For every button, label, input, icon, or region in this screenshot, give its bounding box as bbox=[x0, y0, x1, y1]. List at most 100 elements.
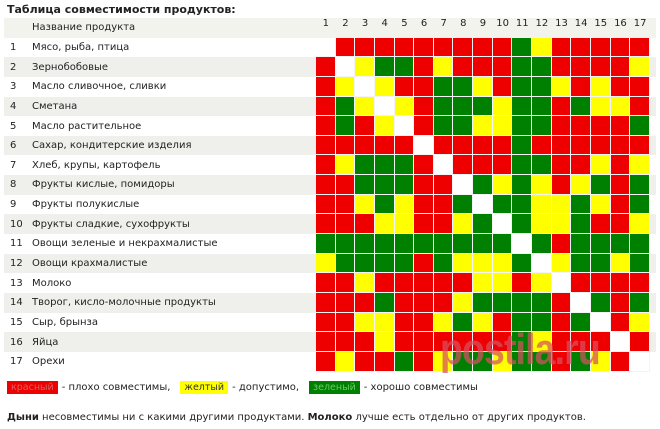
compatibility-cell bbox=[610, 332, 631, 352]
compatibility-cell bbox=[453, 312, 474, 333]
table-row: 14 Творог, кисло-молочные продукты bbox=[4, 292, 656, 313]
row-number: 5 bbox=[10, 120, 17, 132]
compatibility-cell bbox=[630, 234, 650, 254]
legend-swatch: красный bbox=[7, 381, 58, 394]
compatibility-cell bbox=[551, 253, 572, 274]
compatibility-cell bbox=[610, 96, 631, 117]
compatibility-cell bbox=[394, 292, 415, 313]
compatibility-cell bbox=[335, 135, 356, 156]
product-name: Фрукты кислые, помидоры bbox=[32, 179, 175, 191]
compatibility-cell bbox=[473, 135, 493, 156]
compatibility-cell bbox=[571, 351, 591, 372]
table-row: 6 Сахар, кондитерские изделия bbox=[4, 135, 656, 156]
compatibility-cell bbox=[335, 57, 356, 77]
compatibility-cell bbox=[551, 273, 572, 293]
compatibility-cell bbox=[433, 273, 454, 293]
compatibility-cell bbox=[610, 292, 631, 313]
compatibility-cell bbox=[590, 175, 611, 195]
note-bold-milk: Молоко bbox=[307, 412, 353, 423]
compatibility-cell bbox=[610, 175, 631, 195]
compatibility-cell bbox=[316, 332, 336, 352]
legend-description: - допустимо, bbox=[232, 382, 300, 393]
row-number: 16 bbox=[10, 336, 23, 348]
compatibility-cell bbox=[316, 155, 336, 176]
compatibility-cell bbox=[492, 194, 513, 215]
column-header: 16 bbox=[614, 18, 627, 29]
compatibility-cell bbox=[433, 116, 454, 136]
compatibility-cell bbox=[316, 135, 336, 156]
compatibility-cell bbox=[610, 155, 631, 176]
compatibility-cell bbox=[512, 96, 533, 117]
row-cells bbox=[316, 96, 650, 117]
compatibility-cell bbox=[512, 57, 533, 77]
compatibility-cell bbox=[355, 234, 375, 254]
row-cells bbox=[316, 76, 650, 97]
compatibility-cell bbox=[571, 214, 591, 235]
column-header: 12 bbox=[535, 18, 549, 29]
row-cells bbox=[316, 37, 650, 58]
compatibility-cell bbox=[355, 175, 375, 195]
compatibility-cell bbox=[551, 57, 572, 77]
compatibility-cell bbox=[630, 116, 650, 136]
header-product-name: Название продукта bbox=[32, 22, 136, 34]
row-cells bbox=[316, 116, 650, 136]
compatibility-cell bbox=[394, 116, 415, 136]
compatibility-cell bbox=[433, 175, 454, 195]
compatibility-cell bbox=[473, 351, 493, 372]
compatibility-cell bbox=[551, 332, 572, 352]
row-cells bbox=[316, 135, 650, 156]
watermark-logo: postila.ru bbox=[440, 325, 601, 374]
product-name: Сыр, брынза bbox=[32, 316, 98, 328]
compatibility-cell bbox=[630, 155, 650, 176]
compatibility-cell bbox=[571, 332, 591, 352]
compatibility-cell bbox=[590, 116, 611, 136]
column-header: 6 bbox=[420, 18, 428, 29]
product-name: Фрукты полукислые bbox=[32, 199, 140, 211]
compatibility-cell bbox=[551, 155, 572, 176]
compatibility-cell bbox=[335, 194, 356, 215]
compatibility-cell bbox=[512, 273, 533, 293]
compatibility-cell bbox=[492, 312, 513, 333]
row-number: 7 bbox=[10, 159, 17, 171]
column-header: 13 bbox=[555, 18, 568, 29]
compatibility-cell bbox=[394, 37, 415, 58]
compatibility-cell bbox=[590, 96, 611, 117]
compatibility-cell bbox=[512, 214, 533, 235]
row-number: 3 bbox=[10, 81, 17, 93]
compatibility-cell bbox=[551, 135, 572, 156]
compatibility-cell bbox=[610, 214, 631, 235]
compatibility-cell bbox=[453, 155, 474, 176]
product-name: Творог, кисло-молочные продукты bbox=[32, 297, 216, 309]
compatibility-cell bbox=[512, 155, 533, 176]
compatibility-cell bbox=[590, 351, 611, 372]
compatibility-cell bbox=[630, 351, 650, 372]
note-bold-melons: Дыни bbox=[7, 412, 39, 423]
compatibility-cell bbox=[335, 175, 356, 195]
compatibility-cell bbox=[590, 312, 611, 333]
table-row: 11 Овощи зеленые и некрахмалистые bbox=[4, 234, 656, 254]
compatibility-cell bbox=[335, 351, 356, 372]
row-number: 11 bbox=[10, 238, 23, 250]
compatibility-cell bbox=[374, 37, 395, 58]
compatibility-cell bbox=[532, 214, 552, 235]
compatibility-cell bbox=[492, 234, 513, 254]
column-headers: 1 2 3 4 5 6 7 8 9 10 11 12 13 14 15 16 17 bbox=[316, 18, 650, 38]
compatibility-cell bbox=[590, 135, 611, 156]
compatibility-cell bbox=[394, 96, 415, 117]
compatibility-cell bbox=[551, 175, 572, 195]
table-row: 8 Фрукты кислые, помидоры bbox=[4, 175, 656, 195]
compatibility-table: Название продукта 1 2 3 4 5 6 7 8 9 10 11 12 13 14 15 1… bbox=[4, 18, 656, 372]
compatibility-cell bbox=[414, 253, 434, 274]
compatibility-cell bbox=[374, 312, 395, 333]
column-header: 7 bbox=[440, 18, 447, 29]
compatibility-cell bbox=[394, 135, 415, 156]
note-text-2: лучше есть отдельно от других продуктов. bbox=[352, 412, 586, 423]
compatibility-cell bbox=[316, 292, 336, 313]
compatibility-cell bbox=[433, 234, 454, 254]
compatibility-cell bbox=[473, 214, 493, 235]
compatibility-cell bbox=[610, 116, 631, 136]
compatibility-cell bbox=[571, 234, 591, 254]
compatibility-cell bbox=[551, 292, 572, 313]
compatibility-cell bbox=[492, 96, 513, 117]
compatibility-cell bbox=[473, 37, 493, 58]
